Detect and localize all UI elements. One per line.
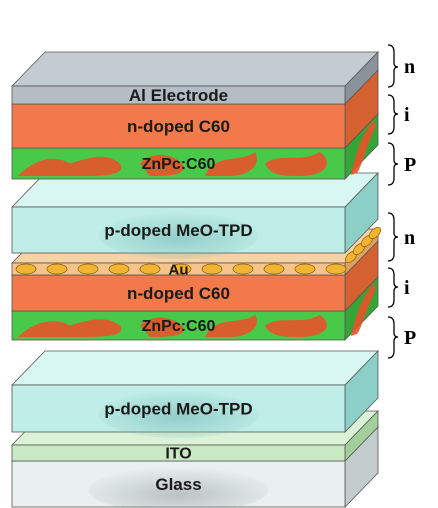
layer-p-doped-meo-tpd-top: p-doped MeO-TPD	[11, 172, 379, 259]
donor-blob	[18, 156, 122, 176]
au-cluster-dot	[108, 263, 130, 275]
donor-blob	[140, 154, 184, 176]
side-label-lower-i: i	[404, 277, 410, 299]
side-label-lower-n: n	[404, 227, 415, 249]
layer-glow	[88, 467, 269, 508]
donor-blob	[140, 317, 184, 337]
au-cluster-dot	[325, 263, 347, 275]
layer-label: p-doped MeO-TPD	[104, 221, 252, 240]
donor-blob	[205, 152, 258, 176]
layer-label: ZnPc:C60	[142, 318, 216, 335]
layer-top-face	[11, 350, 379, 386]
au-cluster-dot	[368, 226, 382, 240]
au-cluster-dot	[77, 263, 99, 275]
side-label-lower-p: P	[404, 327, 416, 349]
au-cluster-dot	[263, 263, 285, 275]
au-cluster-dot	[46, 263, 68, 275]
layer-label: Au	[169, 261, 189, 278]
side-label-upper-n: n	[404, 56, 415, 78]
layer-front-face	[11, 274, 346, 312]
au-cluster-dot	[15, 263, 37, 275]
layer-glow	[98, 391, 259, 438]
lower-cell-labels: n i P	[387, 212, 416, 359]
layer-front-face	[11, 85, 346, 105]
brace-upper-i	[387, 94, 399, 135]
layer-label: n-doped C60	[127, 284, 230, 303]
layer-glow	[98, 213, 259, 259]
donor-blob	[265, 152, 328, 176]
donor-blob	[205, 315, 258, 337]
layer-top-face	[11, 51, 379, 87]
donor-blob	[265, 315, 328, 337]
brace-upper-n	[387, 44, 399, 88]
donor-blob-side	[351, 120, 376, 175]
au-cluster-dot	[201, 263, 223, 275]
layer-label: ZnPc:C60	[142, 156, 216, 173]
layer-label: p-doped MeO-TPD	[104, 399, 252, 418]
layer-al-electrode: Al Electrode	[11, 51, 379, 105]
brace-lower-n	[387, 212, 399, 262]
au-cluster-dot	[170, 263, 192, 275]
layer-label: ITO	[165, 446, 191, 463]
donor-blob	[18, 319, 122, 337]
au-cluster-dot	[139, 263, 161, 275]
layer-front-face	[11, 444, 346, 462]
upper-cell-labels: n i P	[387, 44, 416, 186]
layer-label: n-doped C60	[127, 117, 230, 136]
au-cluster-dot	[232, 263, 254, 275]
brace-lower-i	[387, 267, 399, 308]
brace-lower-p	[387, 316, 399, 359]
layer-label: Al Electrode	[129, 86, 228, 105]
side-label-upper-i: i	[404, 104, 410, 126]
layer-p-doped-meo-tpd-bottom: p-doped MeO-TPD	[11, 350, 379, 438]
layer-label: Glass	[155, 475, 201, 494]
donor-blob-side	[351, 283, 376, 336]
au-cluster-dot	[294, 263, 316, 275]
layer-stack: Glass ITO p-doped MeO-TPD ZnPc:C60 n-doped C…	[11, 51, 382, 508]
side-label-upper-p: P	[404, 154, 416, 176]
layer-front-face	[11, 103, 346, 149]
brace-upper-p	[387, 142, 399, 186]
